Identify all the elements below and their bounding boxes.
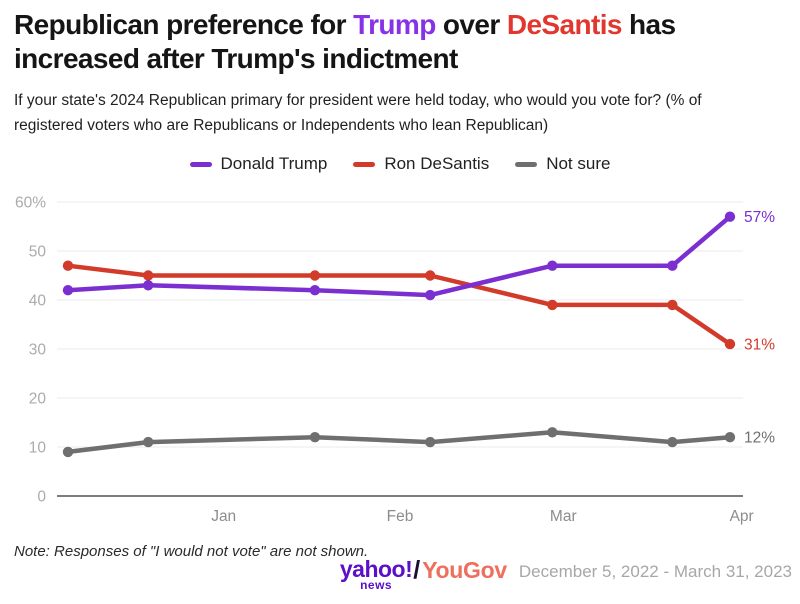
title-trump-highlight: Trump bbox=[353, 9, 436, 40]
legend-label: Ron DeSantis bbox=[384, 154, 490, 173]
title-text: Republican preference for bbox=[14, 9, 354, 40]
svg-text:60%: 60% bbox=[15, 195, 46, 212]
svg-text:31%: 31% bbox=[744, 337, 775, 354]
footnote: Note: Responses of "I would not vote" ar… bbox=[14, 543, 369, 560]
legend-label: Not sure bbox=[546, 154, 611, 173]
title-line-2: increased after Trump's indictment bbox=[14, 43, 458, 74]
svg-text:Apr: Apr bbox=[730, 508, 754, 525]
legend-item-not-sure: Not sure bbox=[515, 154, 610, 174]
title-text: over bbox=[435, 9, 507, 40]
chart-subtitle: If your state's 2024 Republican primary … bbox=[14, 88, 786, 138]
yahoo-logo-text: yahoo! bbox=[339, 556, 413, 582]
trump-line-swatch-icon bbox=[189, 161, 212, 167]
svg-text:10: 10 bbox=[29, 440, 47, 457]
survey-date-range: December 5, 2022 - March 31, 2023 bbox=[518, 561, 792, 581]
notsure-line-swatch-icon bbox=[515, 161, 538, 167]
legend-item-ron-desantis: Ron DeSantis bbox=[353, 154, 489, 174]
svg-text:Feb: Feb bbox=[387, 508, 414, 525]
desantis-line-swatch-icon bbox=[353, 161, 376, 167]
source-attribution: yahoo! news / YouGov December 5, 2022 - … bbox=[340, 556, 792, 593]
yahoo-news-logo: yahoo! news bbox=[339, 556, 413, 592]
title-text: has bbox=[621, 9, 676, 40]
svg-text:0: 0 bbox=[37, 489, 46, 506]
svg-text:Jan: Jan bbox=[211, 508, 236, 525]
svg-text:30: 30 bbox=[29, 342, 47, 359]
yougov-logo-text: YouGov bbox=[422, 557, 507, 583]
svg-text:57%: 57% bbox=[744, 209, 775, 226]
page-title: Republican preference for Trump over DeS… bbox=[14, 8, 796, 76]
title-desantis-highlight: DeSantis bbox=[506, 9, 623, 40]
svg-text:20: 20 bbox=[29, 391, 47, 408]
subtitle-line-1: If your state's 2024 Republican primary … bbox=[14, 92, 702, 109]
chart-legend: Donald Trump Ron DeSantis Not sure bbox=[0, 154, 800, 174]
svg-text:Mar: Mar bbox=[550, 508, 577, 525]
title-line-1: Republican preference for Trump over DeS… bbox=[14, 8, 796, 42]
svg-text:40: 40 bbox=[29, 293, 47, 310]
logo-slash-divider: / bbox=[413, 556, 421, 584]
preference-line-chart: 60% 50 40 30 20 10 0 Jan Feb Mar Apr 31% 57% 12% bbox=[15, 195, 775, 526]
yahoo-news-logo-text: news bbox=[360, 578, 393, 592]
svg-text:12%: 12% bbox=[744, 430, 775, 447]
legend-item-donald-trump: Donald Trump bbox=[189, 154, 328, 174]
legend-label: Donald Trump bbox=[220, 154, 328, 173]
svg-text:50: 50 bbox=[29, 244, 47, 261]
subtitle-line-2: registered voters who are Republicans or… bbox=[14, 117, 549, 134]
chart-area: 60% 50 40 30 20 10 0 Jan Feb Mar Apr 31% 57% 12% bbox=[0, 188, 800, 540]
